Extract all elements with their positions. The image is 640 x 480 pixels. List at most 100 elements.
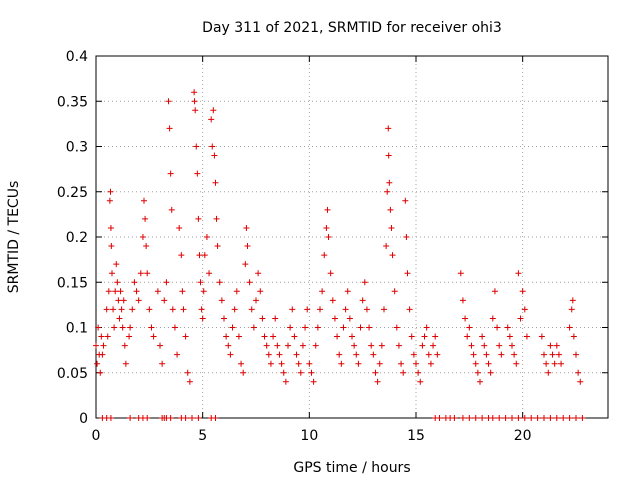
x-tick-label: 10 bbox=[300, 428, 318, 444]
data-point bbox=[112, 288, 119, 295]
data-point bbox=[466, 324, 473, 331]
data-point bbox=[509, 415, 515, 421]
data-point bbox=[374, 378, 381, 385]
data-point bbox=[93, 342, 99, 349]
data-point bbox=[577, 378, 584, 385]
data-point bbox=[389, 252, 396, 259]
data-point bbox=[549, 351, 556, 358]
data-point bbox=[231, 306, 238, 313]
data-point bbox=[120, 297, 127, 304]
data-point bbox=[201, 252, 208, 259]
data-point bbox=[459, 297, 466, 304]
data-point bbox=[459, 415, 466, 421]
data-point bbox=[167, 415, 174, 421]
data-point bbox=[472, 415, 479, 421]
data-point bbox=[404, 270, 411, 277]
y-tick-label: 0.1 bbox=[66, 321, 88, 337]
data-point bbox=[246, 279, 253, 286]
x-axis-label: GPS time / hours bbox=[293, 460, 410, 476]
data-point bbox=[477, 378, 483, 385]
y-tick-label: 0.2 bbox=[66, 230, 88, 246]
data-point bbox=[129, 306, 136, 313]
data-point bbox=[472, 360, 479, 367]
data-point bbox=[553, 342, 560, 349]
data-point bbox=[479, 333, 486, 340]
data-point bbox=[100, 342, 107, 349]
data-point bbox=[182, 333, 189, 340]
data-point bbox=[253, 297, 259, 304]
data-point bbox=[261, 333, 268, 340]
data-point bbox=[161, 297, 168, 304]
data-point bbox=[553, 415, 560, 421]
data-point bbox=[144, 270, 151, 277]
data-point bbox=[211, 152, 218, 159]
data-point bbox=[306, 360, 313, 367]
data-point bbox=[221, 315, 227, 322]
data-point bbox=[110, 306, 117, 313]
data-point bbox=[109, 270, 115, 277]
data-point bbox=[485, 360, 492, 367]
data-point bbox=[344, 288, 351, 295]
data-point bbox=[191, 89, 198, 96]
x-tick-label: 5 bbox=[198, 428, 207, 444]
data-point bbox=[538, 333, 545, 340]
data-point bbox=[528, 415, 535, 421]
data-point bbox=[402, 197, 409, 204]
data-point bbox=[325, 234, 332, 240]
data-point bbox=[489, 415, 496, 421]
data-point bbox=[169, 306, 176, 313]
data-point bbox=[122, 360, 129, 367]
data-point bbox=[312, 342, 319, 349]
data-point bbox=[515, 415, 522, 421]
data-point bbox=[144, 415, 151, 421]
data-point bbox=[166, 125, 173, 132]
data-point bbox=[545, 369, 552, 376]
data-point bbox=[474, 369, 481, 376]
data-point bbox=[403, 234, 410, 240]
data-point bbox=[150, 333, 157, 340]
data-point bbox=[297, 369, 304, 376]
x-tick-label: 20 bbox=[514, 428, 532, 444]
data-point bbox=[114, 279, 121, 286]
data-point bbox=[186, 378, 193, 385]
data-point bbox=[98, 333, 105, 340]
data-point bbox=[208, 116, 215, 123]
y-tick-label: 0 bbox=[79, 411, 88, 427]
data-point bbox=[209, 143, 216, 150]
data-point bbox=[491, 288, 498, 295]
data-point bbox=[304, 306, 311, 313]
data-point bbox=[327, 270, 334, 277]
data-point bbox=[212, 415, 219, 421]
data-point bbox=[191, 98, 198, 105]
data-point bbox=[387, 206, 394, 213]
data-point bbox=[551, 360, 558, 367]
data-point bbox=[462, 315, 469, 322]
data-point bbox=[434, 351, 441, 358]
data-point bbox=[415, 369, 422, 376]
data-point bbox=[285, 342, 291, 349]
data-point bbox=[489, 315, 496, 322]
data-point bbox=[291, 333, 298, 340]
data-point bbox=[176, 224, 183, 231]
data-point bbox=[398, 360, 405, 367]
data-point bbox=[121, 342, 128, 349]
data-point bbox=[308, 369, 315, 376]
data-point bbox=[573, 415, 579, 421]
y-tick-label: 0.3 bbox=[66, 140, 88, 156]
data-point bbox=[419, 342, 426, 349]
data-point bbox=[381, 306, 387, 313]
data-point bbox=[496, 342, 503, 349]
data-point bbox=[436, 415, 443, 421]
data-point bbox=[521, 415, 528, 421]
data-point bbox=[338, 360, 345, 367]
data-point bbox=[127, 415, 134, 421]
data-point bbox=[406, 306, 413, 313]
data-point bbox=[579, 415, 586, 421]
data-point bbox=[481, 342, 488, 349]
data-point bbox=[466, 415, 473, 421]
data-point bbox=[238, 360, 245, 367]
data-point bbox=[566, 415, 573, 421]
data-point bbox=[400, 369, 407, 376]
data-point bbox=[376, 360, 383, 367]
data-point bbox=[547, 342, 554, 349]
